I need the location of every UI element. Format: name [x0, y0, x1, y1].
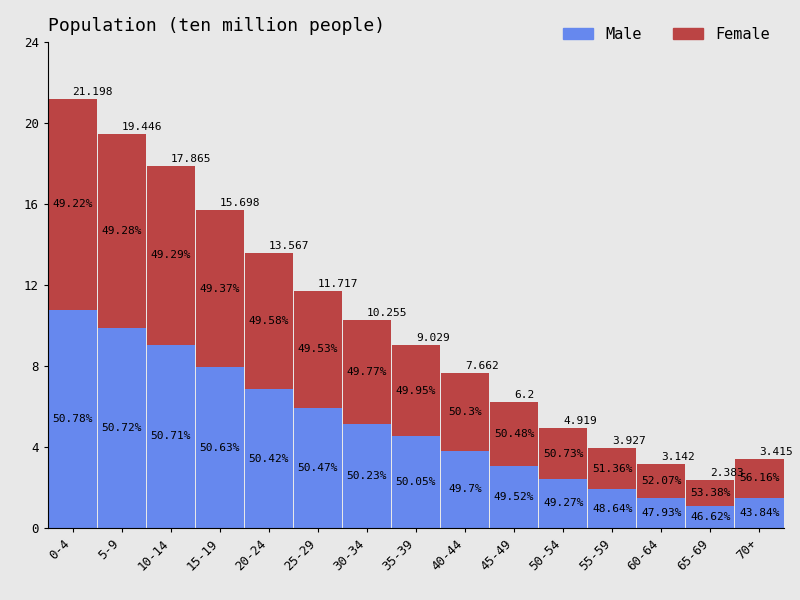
Text: 49.58%: 49.58%: [249, 316, 289, 326]
Bar: [146, 344, 194, 528]
Bar: [441, 451, 489, 528]
Text: 49.7%: 49.7%: [448, 484, 482, 494]
Bar: [638, 464, 686, 497]
Text: 21.198: 21.198: [73, 87, 113, 97]
Bar: [196, 367, 244, 528]
Text: 7.662: 7.662: [465, 361, 499, 371]
Bar: [294, 291, 342, 408]
Text: 49.22%: 49.22%: [52, 199, 93, 209]
Bar: [686, 480, 734, 506]
Text: 50.42%: 50.42%: [249, 454, 289, 464]
Bar: [98, 328, 146, 528]
Bar: [588, 448, 636, 490]
Text: 50.23%: 50.23%: [346, 471, 387, 481]
Text: 3.142: 3.142: [662, 452, 695, 463]
Legend: Male, Female: Male, Female: [557, 20, 776, 48]
Bar: [146, 166, 194, 344]
Text: 13.567: 13.567: [269, 241, 310, 251]
Bar: [588, 490, 636, 528]
Text: 47.93%: 47.93%: [641, 508, 682, 518]
Text: Population (ten million people): Population (ten million people): [48, 17, 385, 35]
Bar: [98, 134, 146, 328]
Text: 50.72%: 50.72%: [102, 423, 142, 433]
Bar: [539, 479, 587, 528]
Bar: [638, 497, 686, 528]
Text: 4.919: 4.919: [563, 416, 597, 427]
Text: 50.71%: 50.71%: [150, 431, 191, 441]
Text: 52.07%: 52.07%: [641, 476, 682, 486]
Text: 50.63%: 50.63%: [199, 443, 240, 452]
Text: 49.28%: 49.28%: [102, 226, 142, 236]
Bar: [245, 389, 293, 528]
Text: 49.27%: 49.27%: [543, 499, 583, 508]
Text: 50.47%: 50.47%: [298, 463, 338, 473]
Text: 49.52%: 49.52%: [494, 492, 534, 502]
Text: 50.78%: 50.78%: [52, 414, 93, 424]
Text: 19.446: 19.446: [122, 122, 162, 132]
Bar: [735, 497, 783, 528]
Bar: [539, 428, 587, 479]
Bar: [245, 253, 293, 389]
Text: 50.3%: 50.3%: [448, 407, 482, 417]
Text: 15.698: 15.698: [220, 198, 260, 208]
Text: 9.029: 9.029: [416, 333, 450, 343]
Text: 49.95%: 49.95%: [396, 386, 436, 396]
Text: 50.48%: 50.48%: [494, 429, 534, 439]
Text: 51.36%: 51.36%: [592, 464, 633, 474]
Text: 56.16%: 56.16%: [739, 473, 780, 483]
Bar: [490, 403, 538, 466]
Text: 2.383: 2.383: [710, 468, 744, 478]
Bar: [49, 99, 97, 310]
Text: 49.77%: 49.77%: [346, 367, 387, 377]
Text: 43.84%: 43.84%: [739, 508, 780, 518]
Text: 6.2: 6.2: [514, 391, 534, 400]
Bar: [392, 345, 440, 436]
Text: 46.62%: 46.62%: [690, 512, 730, 522]
Bar: [343, 320, 391, 424]
Bar: [392, 436, 440, 528]
Text: 3.415: 3.415: [759, 447, 794, 457]
Text: 10.255: 10.255: [367, 308, 407, 319]
Text: 50.05%: 50.05%: [396, 477, 436, 487]
Text: 3.927: 3.927: [612, 436, 646, 446]
Text: 49.37%: 49.37%: [199, 284, 240, 293]
Bar: [343, 424, 391, 528]
Text: 11.717: 11.717: [318, 279, 358, 289]
Bar: [441, 373, 489, 451]
Text: 48.64%: 48.64%: [592, 503, 633, 514]
Bar: [294, 408, 342, 528]
Text: 53.38%: 53.38%: [690, 488, 730, 497]
Text: 49.53%: 49.53%: [298, 344, 338, 355]
Bar: [735, 459, 783, 497]
Text: 17.865: 17.865: [170, 154, 211, 164]
Bar: [490, 466, 538, 528]
Bar: [196, 210, 244, 367]
Bar: [686, 506, 734, 528]
Bar: [49, 310, 97, 528]
Text: 49.29%: 49.29%: [150, 250, 191, 260]
Text: 50.73%: 50.73%: [543, 449, 583, 458]
